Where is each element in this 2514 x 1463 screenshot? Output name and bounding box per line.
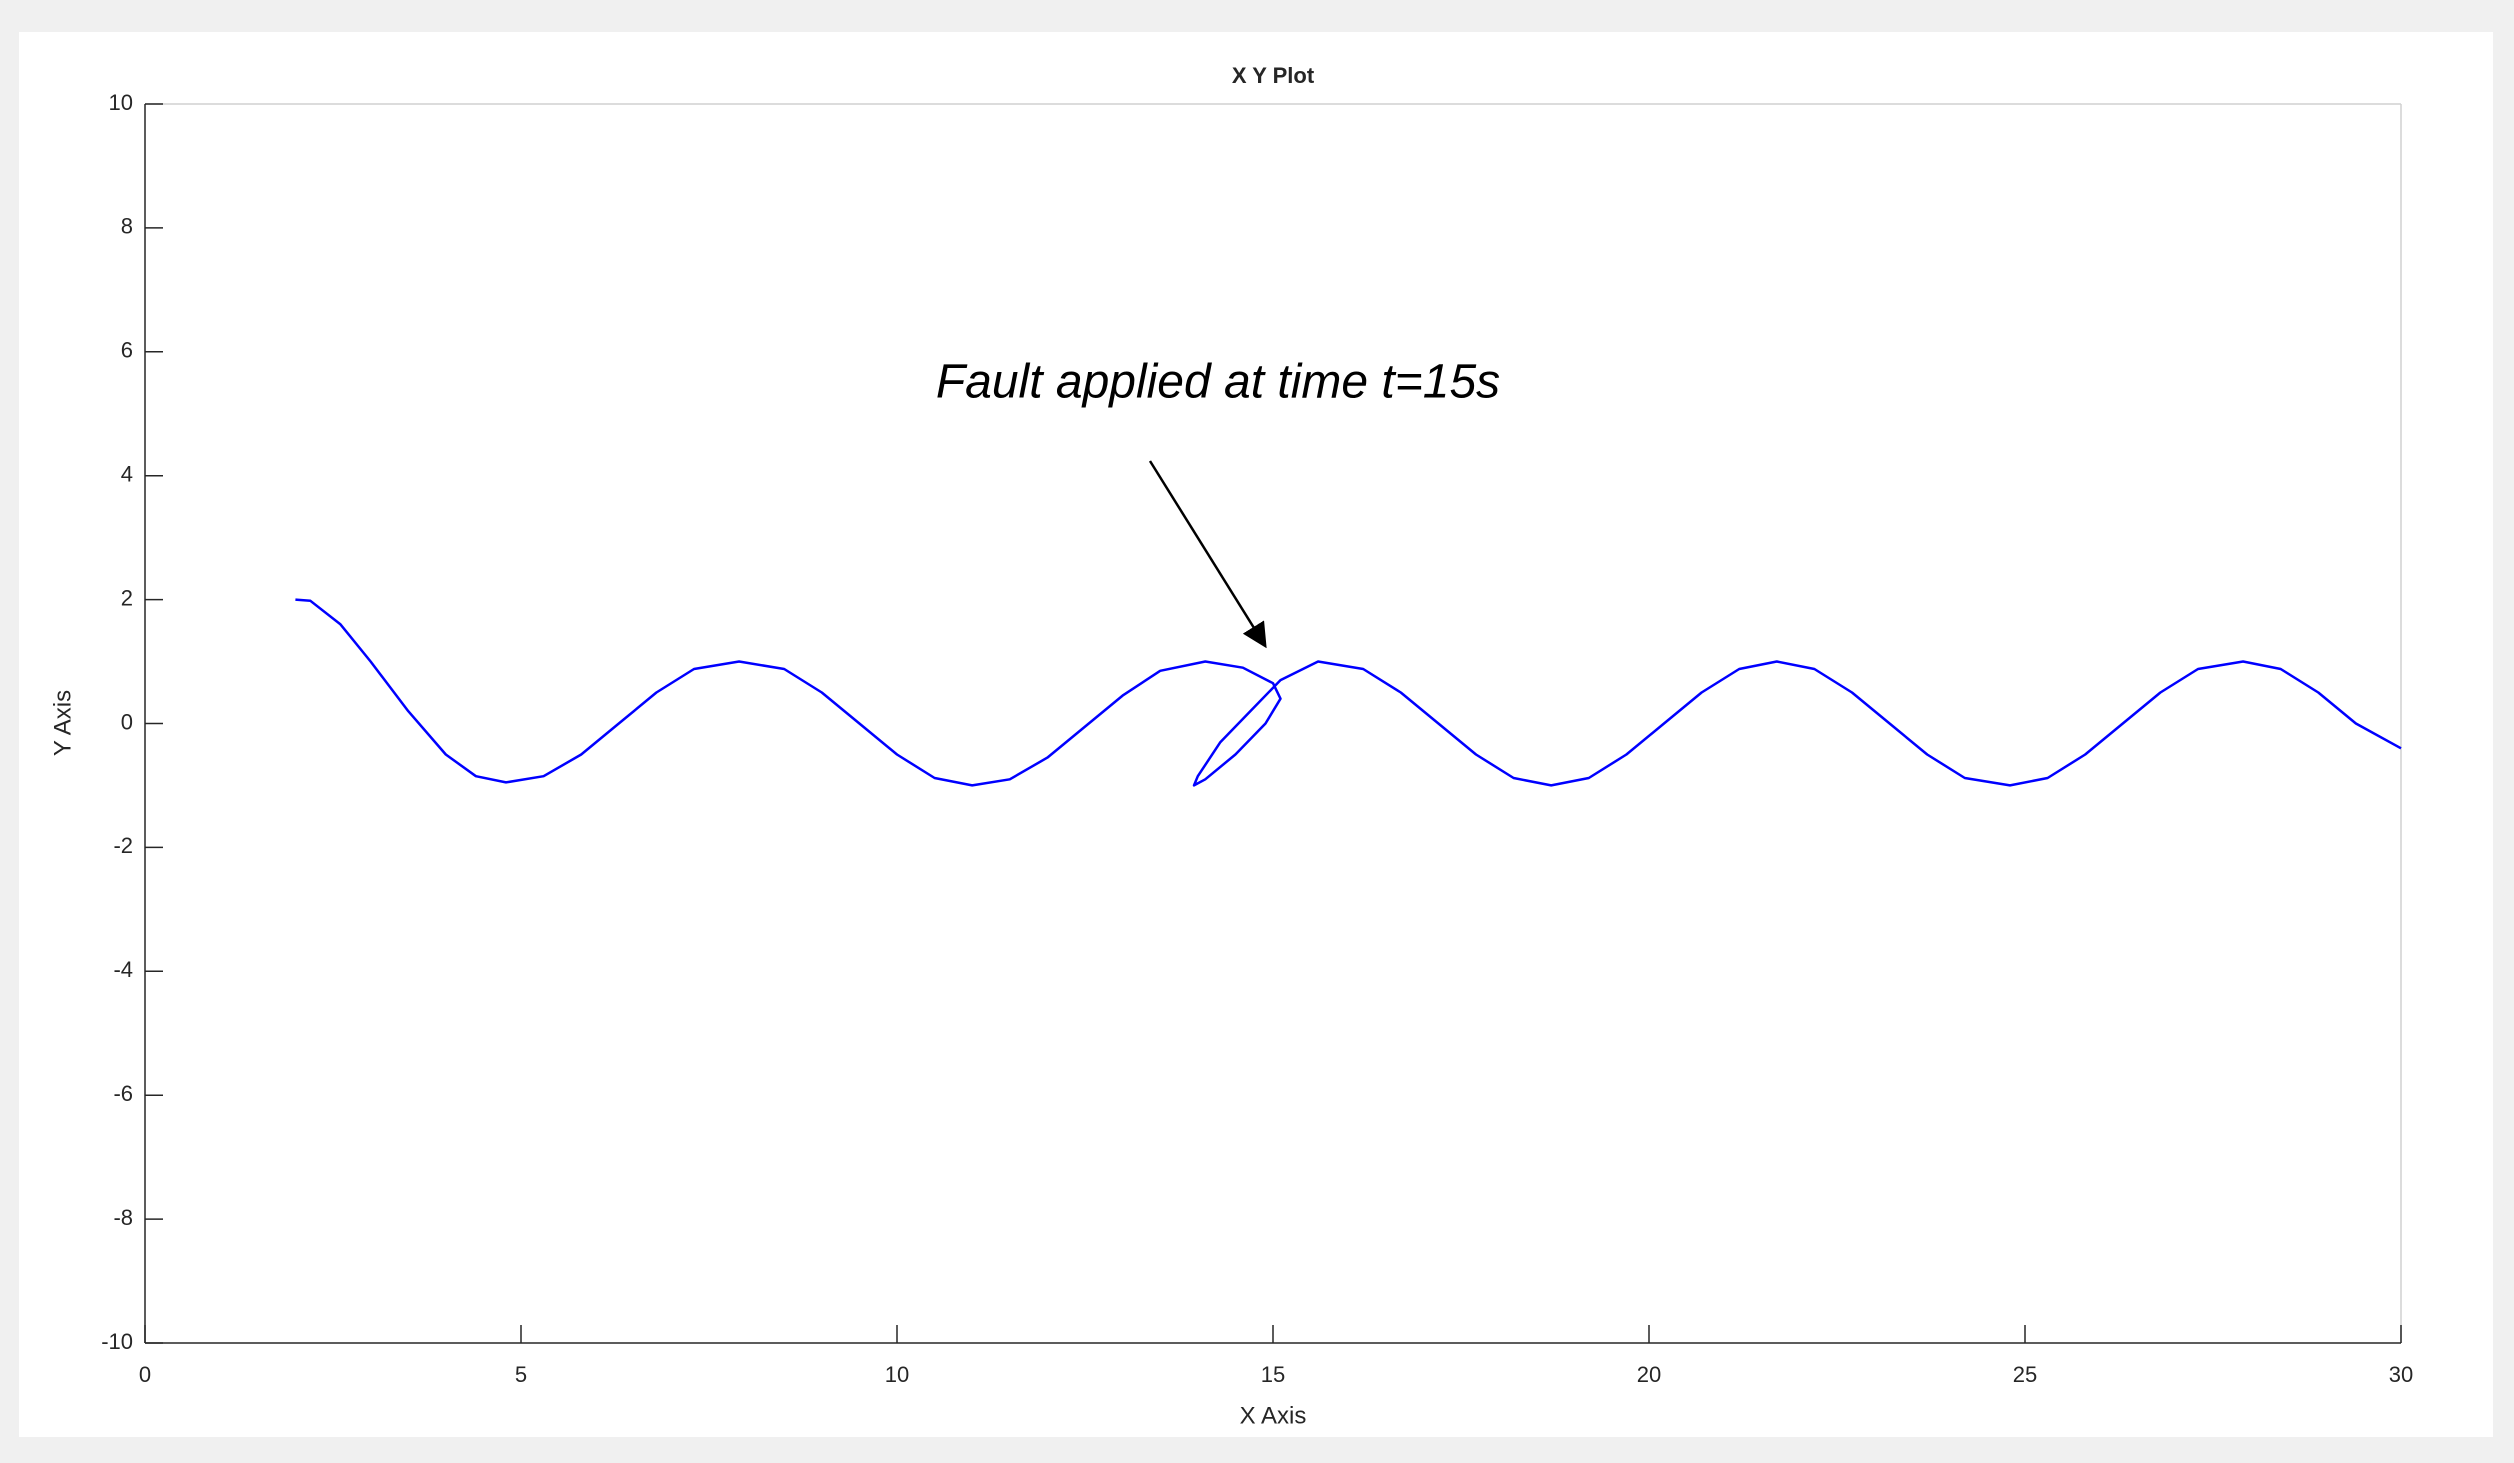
- y-tick-label: 10: [109, 90, 133, 115]
- chart-title: X Y Plot: [1232, 63, 1315, 88]
- y-tick-label: -8: [113, 1205, 133, 1230]
- x-tick-label: 10: [885, 1362, 909, 1387]
- y-tick-label: -10: [101, 1329, 133, 1354]
- y-tick-label: 8: [121, 214, 133, 239]
- x-tick-label: 15: [1261, 1362, 1285, 1387]
- x-tick-label: 30: [2389, 1362, 2413, 1387]
- x-axis-label: X Axis: [1240, 1402, 1307, 1429]
- y-tick-label: -6: [113, 1081, 133, 1106]
- y-tick-label: 2: [121, 585, 133, 610]
- annotation-arrow: [1148, 460, 1267, 649]
- y-axis-label: Y Axis: [49, 690, 76, 756]
- x-tick-label: 20: [1637, 1362, 1661, 1387]
- annotation: Fault applied at time t=15s: [936, 356, 1500, 409]
- y-tick-label: -2: [113, 833, 133, 858]
- y-tick-label: 4: [121, 462, 133, 487]
- y-tick-label: 0: [121, 709, 133, 734]
- y-tick-label: 6: [121, 338, 133, 363]
- x-tick-label: 25: [2013, 1362, 2037, 1387]
- x-tick-label: 0: [139, 1362, 151, 1387]
- x-tick-label: 5: [515, 1362, 527, 1387]
- y-tick-label: -4: [113, 957, 133, 982]
- data-line: [295, 598, 2402, 787]
